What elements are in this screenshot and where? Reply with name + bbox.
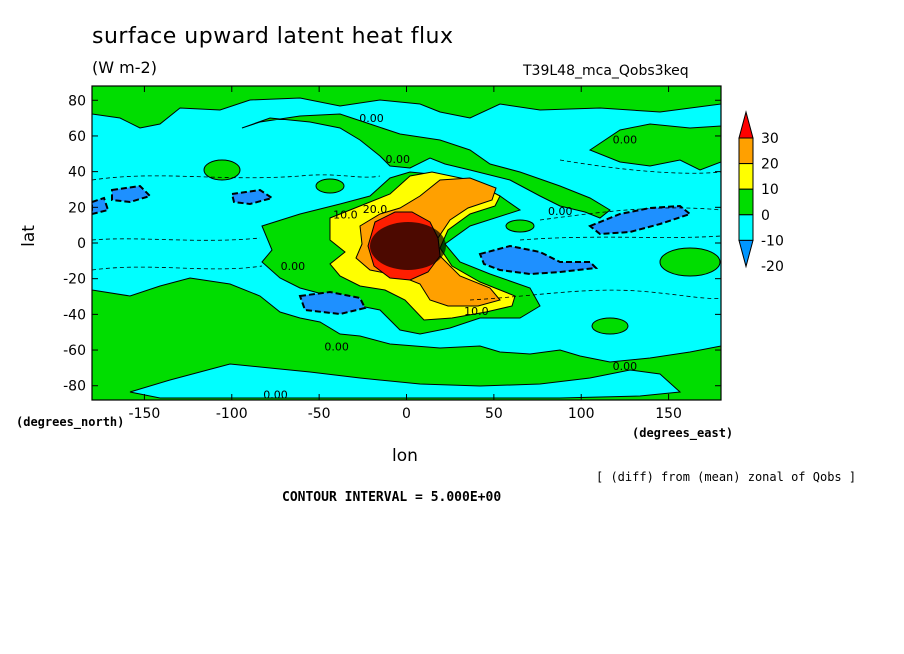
contour-label: 0.00 [613,360,638,373]
contour-label: 0.00 [548,205,573,218]
fill-lt-m10 [111,184,152,204]
contour-label: 10.0 [464,305,489,318]
contour-labels: 0.00 0.00 0.00 0.00 0.00 0.00 0.00 0.00 10.0 20.0… [263,112,637,402]
colorbar-segment [738,188,754,216]
fill-negative-south [129,363,682,399]
fill-positive-blob [591,317,629,335]
colorbar-label: 10 [761,182,779,198]
negative-contours [92,159,721,301]
colorbar-label: 0 [761,208,770,224]
y-tick-label: -60 [63,343,86,359]
x-tick-label: 150 [655,406,682,422]
contour-label: 0.00 [324,340,349,353]
colorbar-segment [738,137,754,165]
colorbar-label: 30 [761,131,779,147]
y-unit-label: (degrees_north) [16,415,125,429]
fill-lt-m10 [92,196,110,216]
fill-lt-m10 [478,244,599,276]
contour-label: 0.00 [613,134,638,147]
x-tick-label: 100 [568,406,595,422]
x-unit-label: (degrees_east) [632,426,734,440]
fill-positive-blob [659,247,721,277]
y-tick-label: -20 [63,272,86,288]
dense-contour-core [370,222,446,270]
x-tick-label: -100 [216,406,248,422]
fill-positive-ne [588,123,721,171]
contour-label: 0.00 [386,153,411,166]
fill-positive-blob [505,219,535,233]
fill-positive-arctic [92,86,721,129]
fill-lt-m10 [298,290,367,316]
x-axis-label: lon [392,446,418,466]
colorbar-label: -10 [761,233,784,249]
fill-positive-blob [315,178,345,194]
colorbar-segment [738,163,754,190]
contour-label: 0.00 [281,260,306,273]
x-tick-label: -50 [308,406,331,422]
contour-label: 20.0 [363,203,388,216]
contour-label: 0.00 [359,112,384,125]
y-tick-label: 80 [68,93,86,109]
x-tick-label: 50 [485,406,503,422]
contour-label: 0.00 [263,389,288,402]
run-id: T39L48_mca_Qobs3keq [523,63,689,79]
contour-fills [92,86,721,400]
chart-units: (W m-2) [92,58,157,77]
colorbar-segment [738,214,754,241]
y-tick-label: -40 [63,307,86,323]
chart-title: surface upward latent heat flux [92,24,454,49]
colorbar-arrow-bottom [738,239,754,269]
y-tick-label: -80 [63,379,86,395]
colorbar-label: 20 [761,157,779,173]
fill-positive-north [241,113,611,219]
x-tick-label: 0 [402,406,411,422]
y-tick-label: 20 [68,200,86,216]
y-tick-label: 60 [68,129,86,145]
contour-label: 10.0 [333,208,358,221]
colorbar: 30 20 10 0 -10 -20 [738,110,784,275]
fill-positive-blob [203,159,241,181]
colorbar-label: -20 [761,259,784,275]
footnote: [ (diff) from (mean) zonal of Qobs ] [596,470,857,484]
y-tick-label: 40 [68,165,86,181]
contour-interval: CONTOUR INTERVAL = 5.000E+00 [282,490,502,505]
fill-lt-m10 [588,204,693,236]
x-tick-label: -150 [129,406,161,422]
fill-lt-m10 [230,188,275,206]
y-tick-label: 0 [77,236,86,252]
colorbar-arrow-top [738,110,754,139]
axis-ticks: -150 -100 -50 0 50 100 150 80 60 40 20 0 -20 -40 -60 -8… [63,86,721,422]
